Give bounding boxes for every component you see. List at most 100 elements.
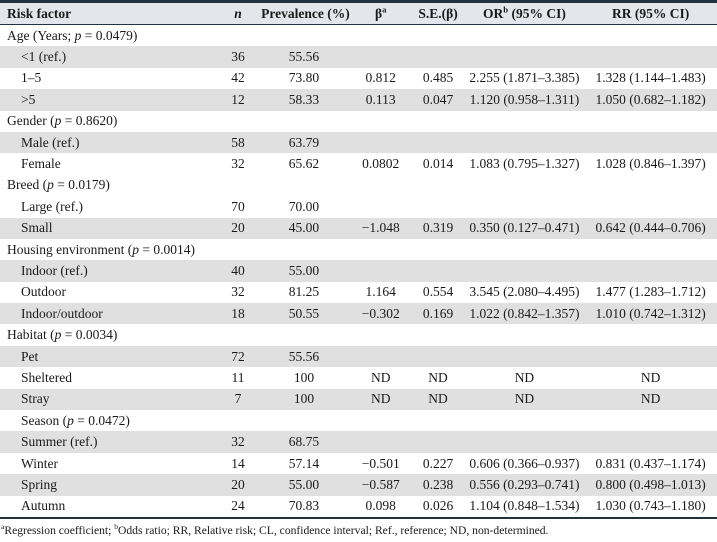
table-body: Age (Years; p = 0.0479) <1 (ref.) 36 55.56 1… — [0, 25, 717, 518]
cell-prevalence: 57.14 — [288, 455, 320, 471]
cell-beta — [349, 131, 412, 154]
superscript-marker: a — [1, 522, 5, 532]
section-header-row: Breed (p = 0.0179) — [0, 175, 717, 196]
cell-rr — [584, 46, 717, 68]
cell-or: 0.350 (0.127–0.471) — [464, 217, 585, 239]
cell-beta: 0.113 — [349, 89, 412, 111]
cell-or: 1.120 (0.958–1.311) — [464, 89, 585, 111]
table-row: Sheltered 11 100 ND ND ND ND — [0, 367, 717, 388]
cell-prevalence: 50.55 — [258, 303, 350, 325]
cell-rr — [584, 345, 717, 368]
cell-rr — [584, 431, 717, 453]
cell-prevalence: 70.00 — [288, 198, 320, 214]
cell-se: 0.238 — [411, 474, 465, 496]
cell-se — [411, 431, 465, 453]
cell-se: 0.227 — [422, 455, 454, 471]
table-header-row: Risk factor n Prevalence (%) βa S.E.(β) ORb (… — [0, 3, 717, 25]
cell-label: Summer (ref.) — [0, 431, 218, 453]
cell-beta — [349, 345, 412, 368]
cell-or — [465, 196, 585, 217]
cell-rr: 1.477 (1.283–1.712) — [595, 284, 706, 300]
cell-n: 70 — [231, 198, 245, 214]
section-title: Season (p = 0.0472) — [21, 412, 130, 428]
cell-or: ND — [514, 369, 535, 385]
cell-or — [464, 431, 585, 453]
cell-se: 0.554 — [422, 284, 454, 300]
col-header-se: S.E.(β) — [411, 3, 465, 25]
cell-prevalence: 63.79 — [258, 131, 350, 154]
table-row: Outdoor 32 81.25 1.164 0.554 3.545 (2.080–4.4… — [0, 282, 717, 303]
cell-prevalence: 70.83 — [288, 498, 320, 514]
cell-n: 18 — [217, 303, 259, 325]
cell-se — [411, 131, 465, 154]
cell-or: 2.255 (1.871–3.385) — [469, 70, 580, 86]
cell-rr: 0.800 (0.498–1.013) — [584, 474, 717, 496]
cell-beta: 0.0802 — [362, 156, 400, 172]
table-row: Winter 14 57.14 −0.501 0.227 0.606 (0.366–0.9… — [0, 453, 717, 474]
cell-prevalence: 55.56 — [258, 345, 350, 368]
cell-n: 14 — [231, 455, 245, 471]
section-header-row: Season (p = 0.0472) — [0, 410, 717, 431]
cell-or — [464, 131, 585, 154]
cell-n: 32 — [217, 431, 259, 453]
table-row: Stray 7 100 ND ND ND ND — [0, 388, 717, 411]
cell-rr — [584, 260, 717, 282]
cell-rr: 1.028 (0.846–1.397) — [595, 156, 706, 172]
cell-beta — [349, 46, 412, 68]
cell-n: 12 — [217, 89, 259, 111]
risk-factor-table-wrapper: Risk factor n Prevalence (%) βa S.E.(β) ORb (… — [0, 0, 717, 519]
table-row: Indoor/outdoor 18 50.55 −0.302 0.169 1.022 (0… — [0, 303, 717, 325]
table-row: <1 (ref.) 36 55.56 — [0, 46, 717, 68]
table-row: Spring 20 55.00 −0.587 0.238 0.556 (0.293–0.7… — [0, 474, 717, 496]
cell-se — [411, 260, 465, 282]
col-header-prevalence: Prevalence (%) — [258, 3, 350, 25]
cell-se — [412, 196, 465, 217]
cell-or — [464, 260, 585, 282]
cell-rr: ND — [584, 388, 717, 411]
cell-n: 32 — [231, 284, 245, 300]
col-header-n: n — [217, 3, 259, 25]
cell-or: 0.556 (0.293–0.741) — [464, 474, 585, 496]
table-row: Small 20 45.00 −1.048 0.319 0.350 (0.127–0.47… — [0, 217, 717, 239]
superscript-marker: a — [382, 4, 387, 14]
table-row: Indoor (ref.) 40 55.00 — [0, 260, 717, 282]
cell-or: 0.606 (0.366–0.937) — [469, 455, 580, 471]
cell-n: 72 — [217, 345, 259, 368]
section-title: Habitat (p = 0.0034) — [7, 327, 118, 343]
table-row: Female 32 65.62 0.0802 0.014 1.083 (0.795–1.3… — [0, 153, 717, 174]
cell-rr: 0.831 (0.437–1.174) — [595, 455, 706, 471]
cell-or: 1.083 (0.795–1.327) — [469, 156, 580, 172]
col-header-or: ORb (95% CI) — [464, 3, 585, 25]
cell-se: 0.047 — [411, 89, 465, 111]
cell-se — [411, 345, 465, 368]
table-row: Autumn 24 70.83 0.098 0.026 1.104 (0.848–1.53… — [0, 496, 717, 518]
section-title: Age (Years; p = 0.0479) — [7, 27, 138, 43]
cell-rr: 1.010 (0.742–1.312) — [584, 303, 717, 325]
cell-se: ND — [428, 369, 448, 385]
cell-rr: 1.030 (0.743–1.180) — [595, 498, 706, 514]
cell-se: 0.169 — [411, 303, 465, 325]
cell-rr: ND — [640, 369, 661, 385]
cell-or — [464, 46, 585, 68]
cell-se: 0.026 — [422, 498, 454, 514]
cell-prevalence: 65.62 — [288, 156, 320, 172]
table-row: Pet 72 55.56 — [0, 345, 717, 368]
cell-prevalence: 81.25 — [288, 284, 320, 300]
cell-n: 20 — [217, 474, 259, 496]
superscript-marker: b — [114, 522, 119, 532]
table-row: 1–5 42 73.80 0.812 0.485 2.255 (1.871–3.385) 1… — [0, 68, 717, 89]
cell-or: 3.545 (2.080–4.495) — [469, 284, 580, 300]
cell-beta — [350, 196, 412, 217]
cell-rr: 1.050 (0.682–1.182) — [584, 89, 717, 111]
risk-factor-table: Risk factor n Prevalence (%) βa S.E.(β) ORb (… — [0, 3, 717, 519]
cell-label: Indoor (ref.) — [0, 260, 218, 282]
cell-beta: −0.587 — [349, 474, 412, 496]
cell-prevalence: 55.56 — [258, 46, 350, 68]
cell-label: Spring — [0, 474, 218, 496]
cell-se: ND — [411, 388, 465, 411]
cell-label: Autumn — [21, 498, 66, 514]
table-row: Male (ref.) 58 63.79 — [0, 131, 717, 154]
cell-beta: −1.048 — [349, 217, 412, 239]
cell-beta — [349, 260, 412, 282]
section-title: Housing environment (p = 0.0014) — [7, 241, 195, 257]
